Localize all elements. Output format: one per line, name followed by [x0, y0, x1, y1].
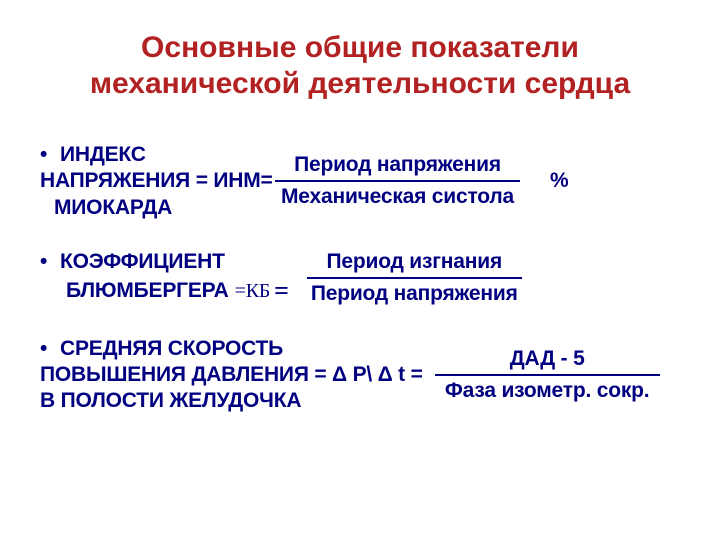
item2-line2: БЛЮМБЕРГЕРА — [66, 278, 229, 304]
item1-frac-bot: Механическая систола — [281, 184, 514, 210]
item3-frac-top: ДАД - 5 — [510, 346, 585, 372]
item2-kb: =КБ — [235, 279, 271, 304]
item3-frac-bot: Фаза изометр. сокр. — [445, 378, 650, 404]
item3-line1: СРЕДНЯЯ СКОРОСТЬ — [60, 336, 283, 362]
item1-line2: НАПРЯЖЕНИЯ = ИНМ= — [40, 168, 275, 194]
fraction-line — [435, 374, 660, 376]
item1-line1: ИНДЕКС — [60, 142, 146, 168]
item-2: • КОЭФФИЦИЕНТ БЛЮМБЕРГЕРА =КБ = Период и… — [40, 249, 680, 308]
slide-title: Основные общие показатели механической д… — [40, 30, 680, 102]
item3-line2: ПОВЫШЕНИЯ ДАВЛЕНИЯ = Δ Р\ Δ t = — [40, 362, 423, 388]
item3-line3: В ПОЛОСТИ ЖЕЛУДОЧКА — [40, 388, 423, 414]
item2-line1: КОЭФФИЦИЕНТ — [60, 249, 225, 275]
bullet-icon: • — [40, 142, 54, 168]
item2-frac-top: Период изгнания — [326, 249, 502, 275]
item2-eq: = — [274, 275, 289, 308]
title-line-2: механической деятельности сердца — [90, 67, 630, 100]
bullet-icon: • — [40, 249, 54, 275]
item-1: • ИНДЕКС НАПРЯЖЕНИЯ = ИНМ= МИОКАРДА Пери… — [40, 142, 680, 221]
fraction-line — [307, 277, 522, 279]
title-line-1: Основные общие показатели — [141, 31, 579, 64]
item1-suffix: % — [550, 168, 568, 194]
item1-frac-top: Период напряжения — [294, 152, 501, 178]
item3-fraction: ДАД - 5 Фаза изометр. сокр. — [435, 346, 660, 405]
fraction-line — [275, 180, 520, 182]
item2-frac-bot: Период напряжения — [311, 281, 518, 307]
bullet-icon: • — [40, 336, 54, 362]
item2-fraction: Период изгнания Период напряжения — [307, 249, 522, 308]
item-3: • СРЕДНЯЯ СКОРОСТЬ ПОВЫШЕНИЯ ДАВЛЕНИЯ = … — [40, 336, 680, 415]
item1-line3: МИОКАРДА — [40, 195, 275, 221]
item1-fraction: Период напряжения Механическая систола — [275, 152, 520, 211]
